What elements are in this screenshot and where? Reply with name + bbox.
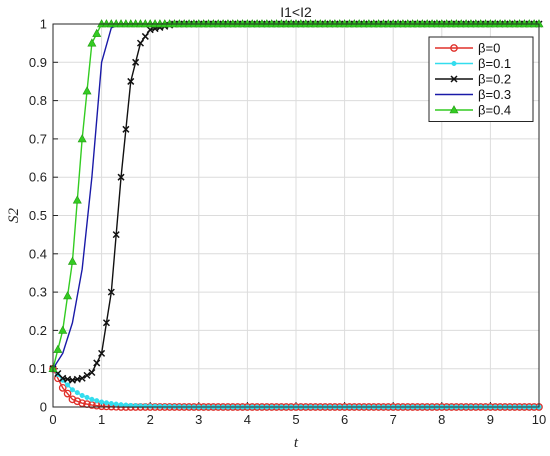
x-tick-label: 7 (390, 412, 397, 427)
series-marker (142, 403, 148, 409)
series-marker (94, 398, 100, 404)
series-marker (58, 325, 68, 334)
series-marker (93, 359, 101, 367)
legend-item: β=0.2 (435, 72, 511, 87)
series-marker (63, 389, 72, 398)
legend-item: β=0.4 (435, 103, 511, 118)
legend-marker (449, 105, 459, 114)
legend-marker (450, 75, 458, 83)
series-marker (108, 401, 114, 407)
series-marker (141, 32, 149, 40)
y-tick-label: 0.5 (29, 208, 47, 223)
series-marker (92, 28, 102, 37)
series-marker (147, 403, 153, 409)
x-tick-label: 3 (195, 412, 202, 427)
legend: β=0β=0.1β=0.2β=0.3β=0.4 (428, 36, 534, 122)
series-marker (74, 390, 80, 396)
legend-label: β=0.2 (478, 72, 511, 87)
series-marker (99, 399, 105, 405)
series-marker (132, 58, 140, 66)
legend-marker (450, 44, 458, 52)
series-marker (88, 368, 96, 377)
x-tick-label: 8 (438, 412, 445, 427)
x-tick-label: 2 (147, 412, 154, 427)
y-tick-label: 1 (40, 17, 47, 32)
series-1 (50, 366, 542, 410)
series-marker (67, 256, 77, 265)
series-marker (107, 288, 115, 296)
series-marker (84, 394, 90, 400)
series-marker (89, 396, 95, 402)
y-tick-label: 0.2 (29, 323, 47, 338)
legend-label: β=0 (478, 41, 500, 56)
series-marker (103, 400, 110, 406)
x-tick-label: 6 (341, 412, 348, 427)
legend-label: β=0.1 (478, 56, 511, 71)
series-marker (127, 77, 135, 85)
series-marker (78, 399, 87, 408)
x-tick-label: 10 (532, 412, 546, 427)
series-marker (72, 195, 82, 204)
x-axis-title: t (294, 435, 299, 451)
series-marker (53, 344, 63, 353)
series-marker (77, 134, 87, 143)
series-marker (82, 86, 92, 95)
y-tick-label: 0.3 (29, 285, 47, 300)
series-marker (117, 173, 125, 181)
x-tick-label: 5 (292, 412, 299, 427)
series-marker (73, 397, 82, 406)
y-tick-label: 0.6 (29, 170, 47, 185)
legend-item: β=0.1 (435, 56, 511, 71)
series-marker (83, 371, 91, 379)
series-marker (113, 401, 119, 407)
y-tick-label: 0 (40, 400, 47, 415)
y-tick-label: 0.7 (29, 131, 47, 146)
series-marker (58, 383, 67, 392)
legend-label: β=0.3 (478, 87, 511, 102)
y-tick-label: 0.9 (29, 55, 47, 70)
series-marker (63, 291, 73, 300)
series-marker (65, 382, 71, 388)
legend-marker (451, 60, 457, 67)
series-marker (162, 403, 168, 410)
x-tick-label: 4 (244, 412, 251, 427)
x-tick-label: 0 (49, 412, 56, 427)
axis-ticks: 0 1 2 3 4 5 6 7 8 9 10 0 0.1 0.2 0.3 0.4 0.5 0.6 0.7 0.8 0.9… (29, 17, 546, 428)
x-tick-label: 1 (98, 412, 105, 427)
series-marker (78, 374, 86, 382)
series-marker (146, 26, 154, 34)
series-marker (157, 403, 163, 409)
y-tick-label: 0.1 (29, 361, 47, 376)
x-tick-label: 9 (487, 412, 494, 427)
series-marker (152, 403, 158, 409)
plot-frame (52, 23, 540, 408)
chart-title: I1<I2 (280, 4, 312, 20)
series-marker (102, 319, 110, 327)
series-marker (122, 125, 130, 133)
legend-item: β=0.3 (435, 87, 511, 102)
series-marker (136, 39, 145, 47)
series-marker (68, 395, 77, 404)
series-marker (98, 349, 106, 357)
series-marker (118, 402, 124, 408)
y-tick-label: 0.8 (29, 93, 47, 108)
legend-label: β=0.4 (478, 103, 511, 118)
series-marker (87, 38, 97, 47)
legend-item: β=0 (435, 41, 500, 56)
y-tick-label: 0.4 (29, 246, 47, 261)
y-axis-title: S2 (6, 208, 22, 224)
series-marker (69, 387, 75, 393)
series-marker (112, 231, 120, 239)
series-marker (79, 392, 85, 399)
